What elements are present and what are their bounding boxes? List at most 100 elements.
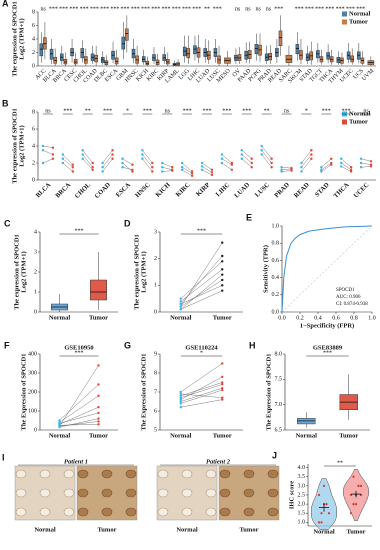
x-tick-label: Normal xyxy=(313,528,334,535)
sig-label: *** xyxy=(172,6,181,12)
pair-line xyxy=(182,169,193,176)
pair-line xyxy=(59,412,99,424)
sig-label: *** xyxy=(141,6,150,12)
sig-label: *** xyxy=(90,6,99,12)
tissue-gland xyxy=(101,469,113,479)
sig-label: *** xyxy=(131,6,140,12)
sig-label: *** xyxy=(162,6,171,12)
point xyxy=(317,493,321,497)
y-tick-label: 0 xyxy=(154,309,157,315)
point xyxy=(369,165,373,168)
pair-line xyxy=(180,389,223,404)
x-tick-label: 0.8 xyxy=(350,315,358,321)
sig-label: ns xyxy=(165,108,171,114)
y-tick-label: 3 xyxy=(34,249,37,255)
point xyxy=(221,387,224,390)
panel-letter: H xyxy=(249,340,256,350)
pair-line xyxy=(281,168,292,170)
point xyxy=(221,278,224,282)
x-tick-label: LIHC xyxy=(215,181,232,198)
point xyxy=(221,260,224,263)
pair-line xyxy=(281,167,292,169)
tissue-gland xyxy=(77,507,89,517)
image-label: Tumor xyxy=(240,526,259,533)
y-tick-label: 0 xyxy=(32,63,35,69)
box-body xyxy=(278,30,283,46)
sig-label: *** xyxy=(143,108,152,114)
pair-line xyxy=(321,158,332,168)
sig-label: *** xyxy=(69,6,78,12)
sig-label: *** xyxy=(213,6,222,12)
y-axis-label: Log2 (TPM+1) xyxy=(140,251,147,292)
x-tick-label: PRAD xyxy=(273,181,291,199)
sig-label: *** xyxy=(110,6,119,12)
point xyxy=(221,396,224,399)
tissue-gland xyxy=(63,488,75,498)
pair-line xyxy=(82,150,93,164)
point xyxy=(179,406,182,409)
y-tick-label: 6 xyxy=(32,126,35,132)
chart-title: GSE10950 xyxy=(64,344,93,351)
point xyxy=(97,383,100,386)
point xyxy=(179,308,182,311)
sig-label: *** xyxy=(197,228,206,234)
pair-line xyxy=(102,150,113,164)
sig-label: *** xyxy=(315,6,324,12)
y-axis-label: The expression of SPOCD1 xyxy=(11,1,18,77)
pair-line xyxy=(180,384,223,398)
tissue-gland xyxy=(219,488,231,498)
point xyxy=(250,161,253,165)
x-tick-label: Tumor xyxy=(339,432,358,439)
y-tick-label: 3.0 xyxy=(298,483,306,489)
pair-line xyxy=(162,162,173,168)
y-tick-label: 6 xyxy=(154,408,157,414)
x-tick-label: KIRC xyxy=(175,181,192,198)
y-tick-label: 0 xyxy=(34,309,37,315)
pair-line xyxy=(180,274,223,310)
point xyxy=(51,157,55,160)
legend-label: Normal xyxy=(349,110,370,117)
panel-letter: A xyxy=(2,0,9,8)
tissue-gland xyxy=(267,507,279,517)
panel-letter: J xyxy=(272,450,277,460)
point xyxy=(179,394,182,397)
y-tick-label: 2 xyxy=(32,50,35,56)
y-tick-label: 0.4 xyxy=(272,275,280,281)
y-tick-label: 0.8 xyxy=(272,241,280,247)
point xyxy=(91,168,94,171)
sig-label: ns xyxy=(284,108,290,114)
x-tick-label: Normal xyxy=(49,432,70,439)
sig-label: ns xyxy=(363,108,369,114)
point xyxy=(179,302,182,306)
y-axis-label: The expression of SPOCD1 xyxy=(133,234,140,310)
y-tick-label: 8 xyxy=(154,370,157,376)
pair-line xyxy=(301,158,312,172)
pair-line xyxy=(62,158,73,168)
tissue-gland xyxy=(101,507,113,517)
y-axis-label: Log2 (TPM+1) xyxy=(20,251,27,292)
y-tick-label: 300 xyxy=(28,370,37,376)
pair-line xyxy=(261,145,272,159)
point xyxy=(340,161,343,165)
sig-label: ns xyxy=(45,108,51,114)
image-title: Patient 1 xyxy=(64,458,88,465)
x-tick-label: Tumor xyxy=(347,528,366,535)
pair-line xyxy=(341,162,352,170)
x-tick-label: 0.4 xyxy=(314,315,322,321)
y-axis-label: Log2 (TPM+1) xyxy=(18,18,25,59)
point xyxy=(357,484,360,487)
pair-line xyxy=(221,154,232,164)
point xyxy=(151,170,154,173)
pair-line xyxy=(301,150,312,164)
point xyxy=(161,161,164,165)
x-tick-label: Tumor xyxy=(213,432,232,439)
point xyxy=(359,166,363,169)
pair-line xyxy=(102,154,113,168)
pair-line xyxy=(180,285,223,305)
annotation: CI: 0.874-0.938 xyxy=(336,302,368,307)
y-tick-label: 4 xyxy=(34,229,37,235)
point xyxy=(51,146,55,149)
pair-line xyxy=(59,365,99,427)
point xyxy=(221,273,224,276)
x-tick-label: KIRP xyxy=(195,181,211,197)
